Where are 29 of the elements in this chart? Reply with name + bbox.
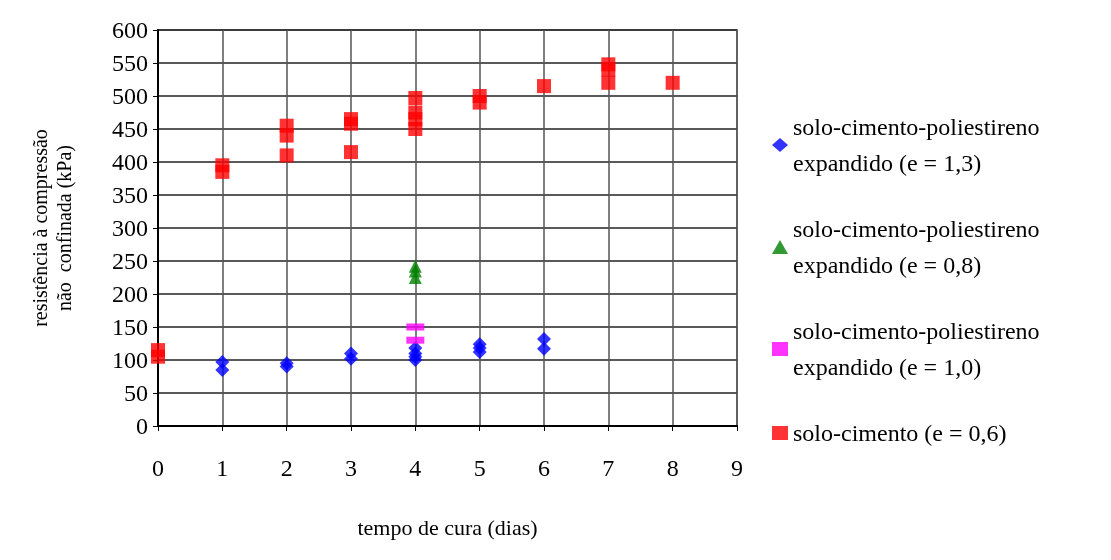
x-tick-label: 2 bbox=[280, 455, 293, 481]
y-tick-label: 550 bbox=[112, 50, 148, 76]
x-tick-label: 4 bbox=[409, 455, 422, 481]
y-tick-label: 100 bbox=[112, 347, 148, 373]
legend-label: solo-cimento-poliestireno expandido (e = 0,8) bbox=[793, 216, 1046, 278]
legend-label: solo-cimento-poliestireno expandido (e = 1,0) bbox=[793, 318, 1046, 380]
y-tick-label: 200 bbox=[112, 281, 148, 307]
y-tick-label: 50 bbox=[124, 380, 148, 406]
y-tick-label: 400 bbox=[112, 149, 148, 175]
legend-label: solo-cimento (e = 0,6) bbox=[793, 420, 1007, 446]
x-tick-label: 9 bbox=[731, 455, 743, 481]
y-tick-label: 500 bbox=[112, 83, 148, 109]
y-tick-label: 450 bbox=[112, 116, 148, 142]
y-tick-label: 300 bbox=[112, 215, 148, 241]
x-tick-label: 8 bbox=[666, 455, 679, 481]
x-tick-label: 3 bbox=[345, 455, 357, 481]
y-tick-label: 150 bbox=[112, 314, 148, 340]
x-axis-title: tempo de cura (dias) bbox=[357, 514, 538, 540]
y-tick-label: 350 bbox=[112, 182, 148, 208]
y-axis-title: resistência à compressão não confinada (kPa) bbox=[29, 129, 76, 327]
x-tick-label: 5 bbox=[473, 455, 486, 481]
y-tick-label: 0 bbox=[136, 413, 148, 439]
y-tick-label: 250 bbox=[112, 248, 148, 274]
y-tick-label: 600 bbox=[112, 17, 148, 43]
x-tick-label: 0 bbox=[152, 455, 164, 481]
x-tick-label: 7 bbox=[602, 455, 615, 481]
x-tick-label: 1 bbox=[216, 455, 229, 481]
x-tick-label: 6 bbox=[538, 455, 550, 481]
legend-label: solo-cimento-poliestireno expandido (e = 1,3) bbox=[793, 114, 1046, 176]
